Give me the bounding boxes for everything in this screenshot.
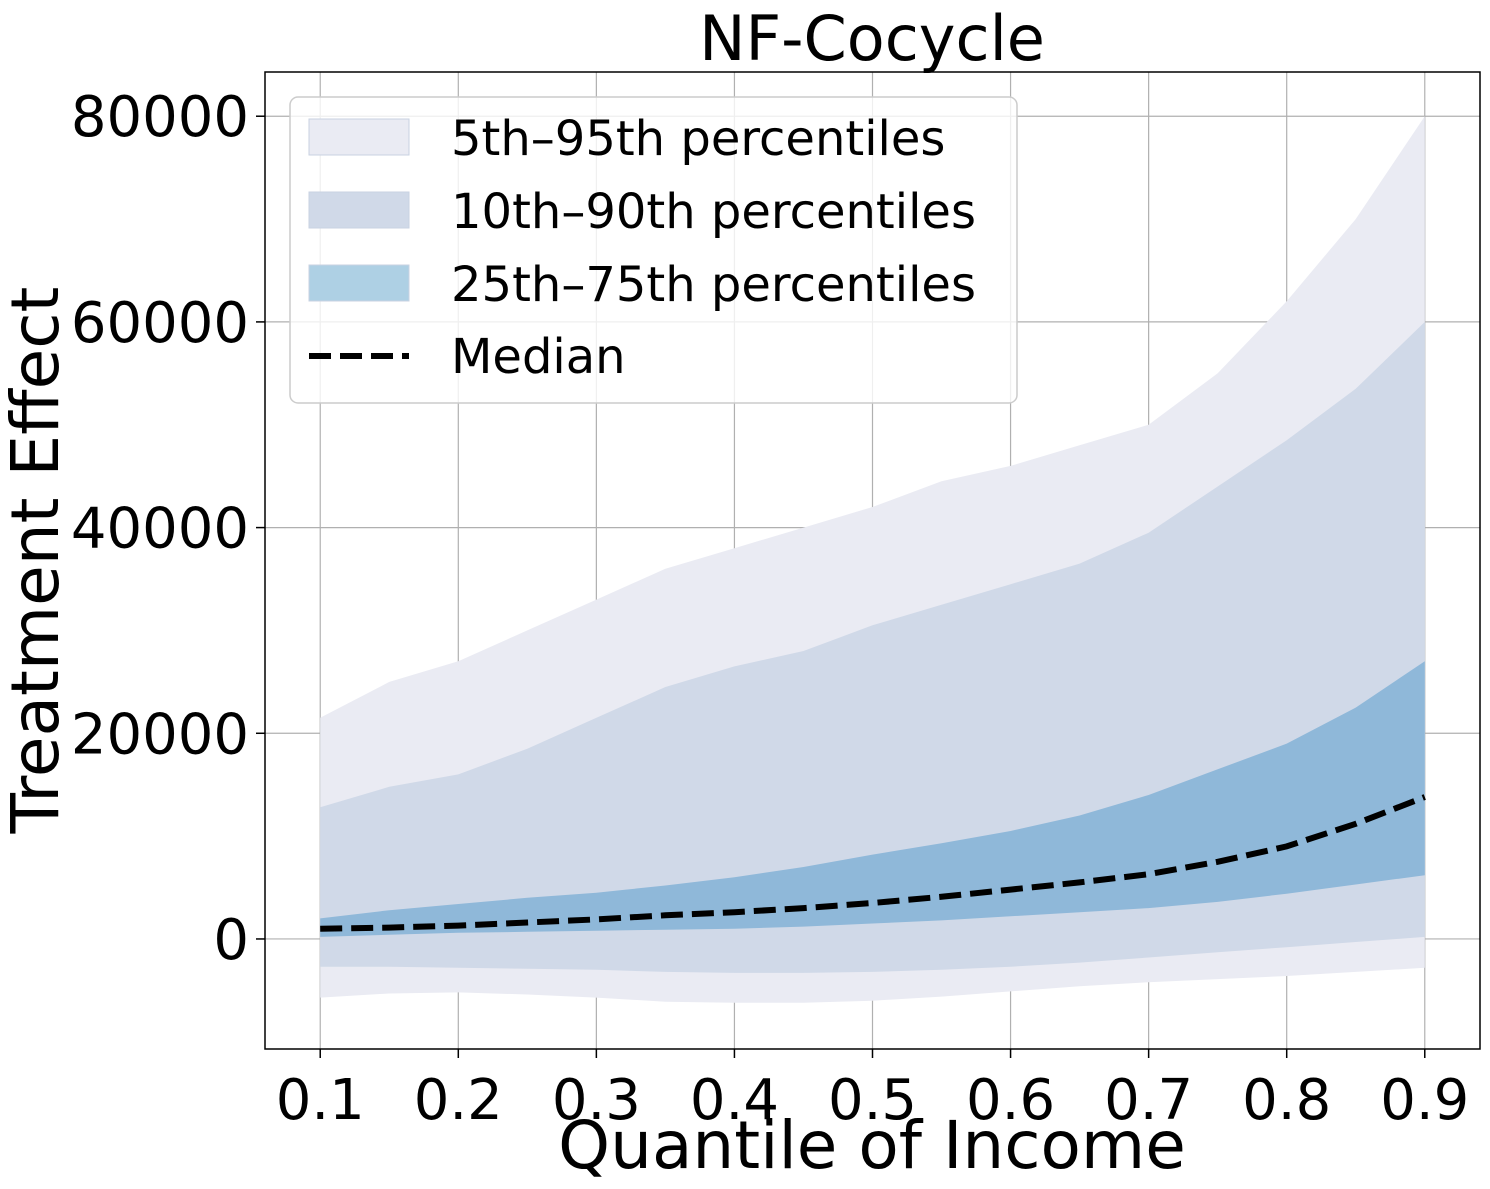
y-tick-label-0: 0: [213, 908, 249, 973]
x-tick-label-0: 0.1: [276, 1068, 365, 1133]
x-tick-label-7: 0.8: [1242, 1068, 1331, 1133]
legend-label-1: 10th–90th percentiles: [451, 184, 976, 240]
legend-swatch-2: [308, 264, 410, 302]
x-tick-label-3: 0.4: [690, 1068, 779, 1133]
x-tick-label-8: 0.9: [1380, 1068, 1469, 1133]
x-tick-label-6: 0.7: [1104, 1068, 1193, 1133]
legend-label-median: Median: [451, 329, 626, 385]
legend-frame: [289, 96, 1018, 404]
legend-items: 5th–95th percentiles 10th–90th percentile…: [308, 111, 976, 385]
x-tick-label-2: 0.3: [552, 1068, 641, 1133]
y-tick-label-4: 80000: [71, 85, 249, 150]
legend-label-2: 25th–75th percentiles: [451, 257, 976, 313]
legend-label-0: 5th–95th percentiles: [451, 111, 945, 167]
x-axis-title: Quantile of Income: [558, 1107, 1186, 1184]
x-axis-ticks: 0.1 0.2 0.3 0.4 0.5 0.6 0.7 0.8 0.9: [276, 1049, 1469, 1133]
band-2: [320, 661, 1425, 937]
x-tick-label-5: 0.6: [966, 1068, 1055, 1133]
y-axis-ticks: 0 20000 40000 60000 80000: [71, 85, 265, 973]
x-tick-label-1: 0.2: [414, 1068, 503, 1133]
y-tick-label-3: 60000: [71, 291, 249, 356]
y-axis-title: Treatment Effect: [0, 287, 74, 835]
legend-swatch-0: [308, 118, 410, 156]
legend: 5th–95th percentiles 10th–90th percentile…: [289, 96, 1018, 404]
y-tick-label-2: 40000: [71, 497, 249, 562]
y-tick-label-1: 20000: [71, 702, 249, 767]
percentile-bands: [320, 116, 1425, 1003]
legend-swatch-1: [308, 191, 410, 229]
chart-title: NF-Cocycle: [699, 2, 1045, 75]
x-tick-label-4: 0.5: [828, 1068, 917, 1133]
